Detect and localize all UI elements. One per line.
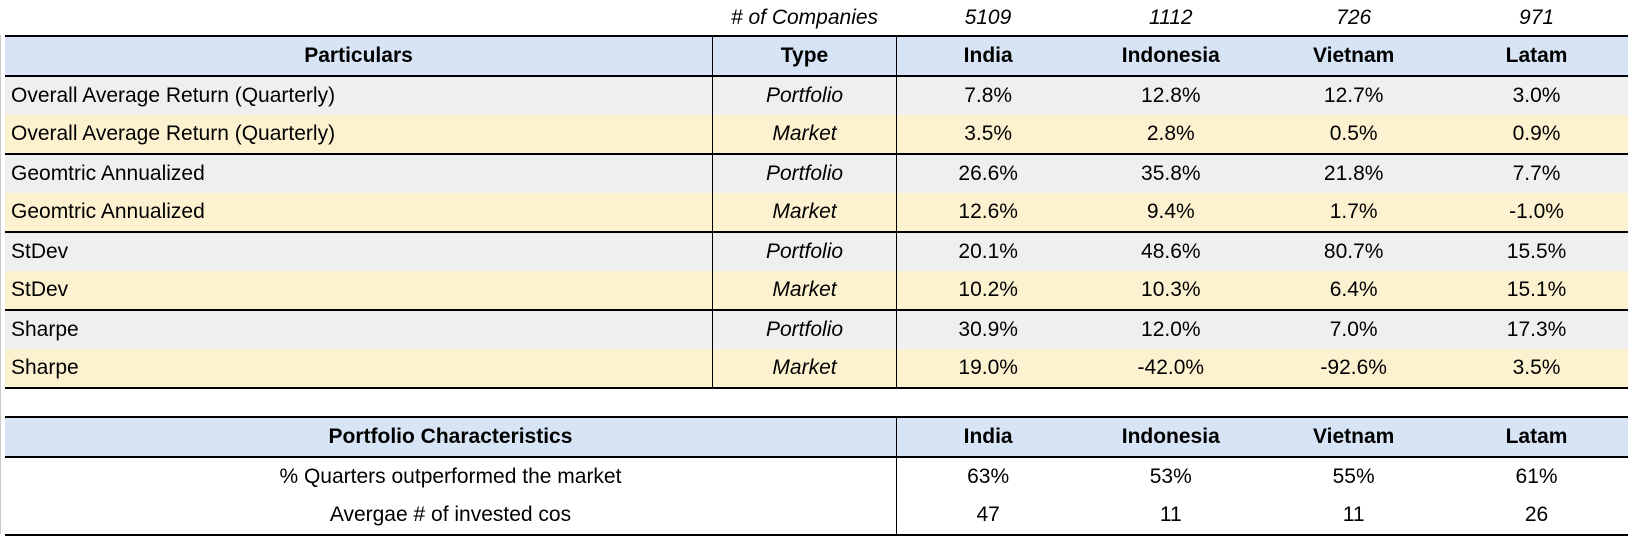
row-type: Market xyxy=(712,115,897,155)
table-row: Avergae # of invested cos 47 11 11 26 xyxy=(5,496,1628,536)
value-latam: 3.5% xyxy=(1445,349,1628,389)
table-row: StDev Market 10.2% 10.3% 6.4% 15.1% xyxy=(5,271,1628,311)
value-indonesia: 48.6% xyxy=(1079,232,1263,271)
value-indonesia: 2.8% xyxy=(1079,115,1263,155)
value-india: 20.1% xyxy=(896,232,1080,271)
sheet-left-edge xyxy=(0,35,1,534)
value-latam: 0.9% xyxy=(1445,115,1628,155)
value-vietnam: 55% xyxy=(1262,457,1446,496)
value-vietnam: 12.7% xyxy=(1262,76,1446,115)
characteristics-header-row: Portfolio Characteristics India Indonesi… xyxy=(5,416,1628,458)
value-indonesia: 53% xyxy=(1079,457,1263,496)
value-india: 19.0% xyxy=(896,349,1080,389)
value-indonesia: 10.3% xyxy=(1079,271,1263,311)
header-indonesia: Indonesia xyxy=(1079,35,1263,77)
value-india: 26.6% xyxy=(896,154,1080,193)
row-type: Portfolio xyxy=(712,154,897,193)
value-indonesia: 35.8% xyxy=(1079,154,1263,193)
value-indonesia: -42.0% xyxy=(1079,349,1263,389)
header-vietnam: Vietnam xyxy=(1262,35,1446,77)
returns-header-row: Particulars Type India Indonesia Vietnam… xyxy=(5,35,1628,77)
table-row: Geomtric Annualized Portfolio 26.6% 35.8… xyxy=(5,154,1628,193)
value-latam: 3.0% xyxy=(1445,76,1628,115)
company-count-label: # of Companies xyxy=(730,5,879,29)
row-type: Market xyxy=(712,193,897,233)
header-type: Type xyxy=(712,35,897,77)
value-latam: 15.1% xyxy=(1445,271,1628,311)
row-label: Overall Average Return (Quarterly) xyxy=(5,115,714,155)
blank-cell xyxy=(5,0,713,36)
company-count-indonesia: 1112 xyxy=(1148,5,1193,29)
table-row: Overall Average Return (Quarterly) Portf… xyxy=(5,76,1628,115)
row-label: Geomtric Annualized xyxy=(5,193,714,233)
table-row: StDev Portfolio 20.1% 48.6% 80.7% 15.5% xyxy=(5,232,1628,271)
value-indonesia: 12.8% xyxy=(1079,76,1263,115)
row-label: Overall Average Return (Quarterly) xyxy=(5,76,714,115)
row-label: Geomtric Annualized xyxy=(5,154,714,193)
row-label: Sharpe xyxy=(5,349,714,389)
row-type: Market xyxy=(712,349,897,389)
company-count-vietnam: 726 xyxy=(1336,5,1372,29)
header-india: India xyxy=(896,35,1080,77)
header-particulars: Particulars xyxy=(5,35,714,77)
row-type: Portfolio xyxy=(712,310,897,349)
value-vietnam: -92.6% xyxy=(1262,349,1446,389)
value-vietnam: 6.4% xyxy=(1262,271,1446,311)
value-vietnam: 80.7% xyxy=(1262,232,1446,271)
header-indonesia: Indonesia xyxy=(1079,416,1263,458)
company-count-row: # of Companies 5109 1112 726 971 xyxy=(5,0,1628,36)
value-india: 10.2% xyxy=(896,271,1080,311)
row-label: StDev xyxy=(5,232,714,271)
value-indonesia: 9.4% xyxy=(1079,193,1263,233)
value-india: 30.9% xyxy=(896,310,1080,349)
header-india: India xyxy=(896,416,1080,458)
value-indonesia: 12.0% xyxy=(1079,310,1263,349)
table-row: Sharpe Portfolio 30.9% 12.0% 7.0% 17.3% xyxy=(5,310,1628,349)
characteristics-table: Portfolio Characteristics India Indonesi… xyxy=(5,416,1628,536)
value-india: 3.5% xyxy=(896,115,1080,155)
value-vietnam: 21.8% xyxy=(1262,154,1446,193)
value-latam: -1.0% xyxy=(1445,193,1628,233)
company-count-latam: 971 xyxy=(1519,5,1555,29)
value-latam: 26 xyxy=(1445,496,1628,536)
row-label: Sharpe xyxy=(5,310,714,349)
table-row: Overall Average Return (Quarterly) Marke… xyxy=(5,115,1628,155)
value-vietnam: 11 xyxy=(1262,496,1446,536)
header-latam: Latam xyxy=(1445,35,1628,77)
value-vietnam: 0.5% xyxy=(1262,115,1446,155)
value-india: 7.8% xyxy=(896,76,1080,115)
value-indonesia: 11 xyxy=(1079,496,1263,536)
table-row: % Quarters outperformed the market 63% 5… xyxy=(5,457,1628,496)
table-row: Geomtric Annualized Market 12.6% 9.4% 1.… xyxy=(5,193,1628,233)
table-row: Sharpe Market 19.0% -42.0% -92.6% 3.5% xyxy=(5,349,1628,389)
row-type: Market xyxy=(712,271,897,311)
header-portfolio-characteristics: Portfolio Characteristics xyxy=(5,416,897,458)
value-vietnam: 1.7% xyxy=(1262,193,1446,233)
returns-table: # of Companies 5109 1112 726 971 Particu… xyxy=(5,0,1628,389)
row-type: Portfolio xyxy=(712,232,897,271)
row-label: StDev xyxy=(5,271,714,311)
value-india: 63% xyxy=(896,457,1080,496)
header-vietnam: Vietnam xyxy=(1262,416,1446,458)
row-label: % Quarters outperformed the market xyxy=(5,457,897,496)
value-latam: 17.3% xyxy=(1445,310,1628,349)
value-latam: 15.5% xyxy=(1445,232,1628,271)
value-latam: 7.7% xyxy=(1445,154,1628,193)
value-india: 12.6% xyxy=(896,193,1080,233)
row-type: Portfolio xyxy=(712,76,897,115)
value-vietnam: 7.0% xyxy=(1262,310,1446,349)
header-latam: Latam xyxy=(1445,416,1628,458)
row-label: Avergae # of invested cos xyxy=(5,496,897,536)
value-latam: 61% xyxy=(1445,457,1628,496)
value-india: 47 xyxy=(896,496,1080,536)
company-count-india: 5109 xyxy=(964,5,1012,29)
